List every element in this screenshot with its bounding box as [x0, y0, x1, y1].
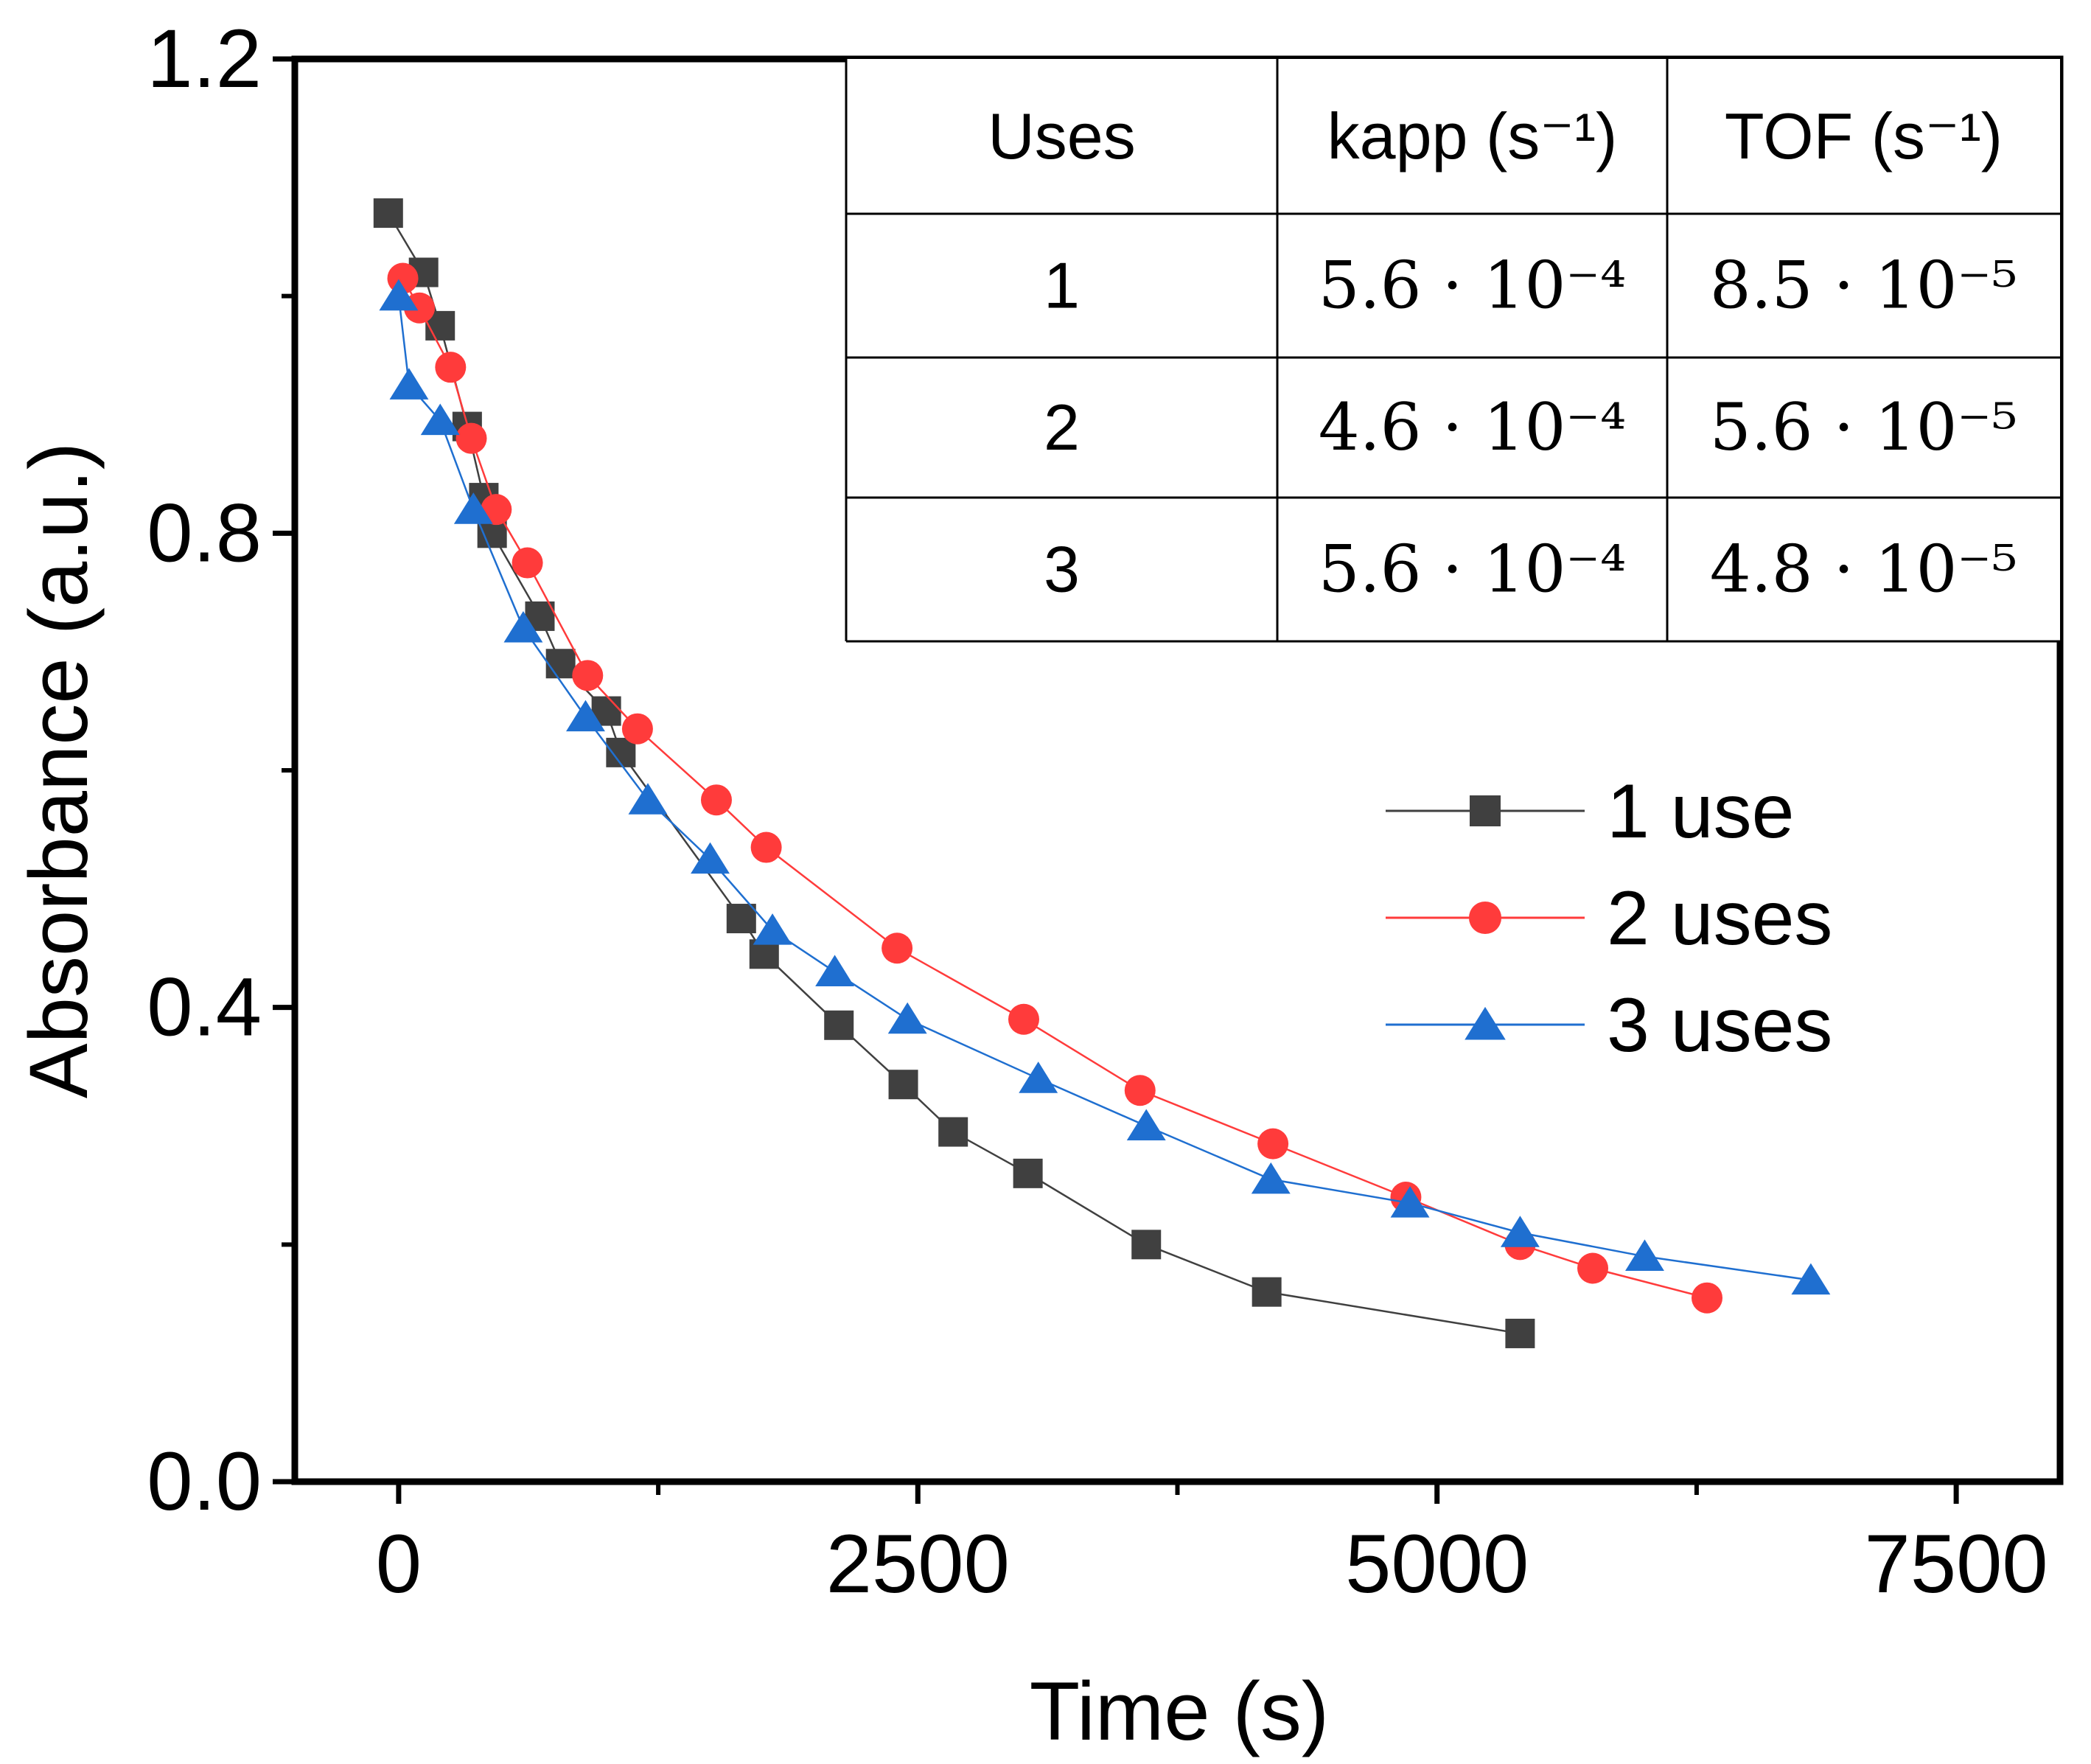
table-cell: 4.8 · 10⁻⁵ — [1710, 531, 2018, 607]
data-point — [1126, 1109, 1166, 1141]
data-point — [753, 913, 792, 945]
y-tick-label: 0.8 — [147, 487, 262, 579]
data-point — [420, 403, 460, 436]
table-cell: 8.5 · 10⁻⁵ — [1710, 248, 2018, 324]
y-tick-label: 0.4 — [147, 961, 262, 1053]
data-point — [572, 660, 604, 691]
data-point — [691, 842, 730, 874]
data-point — [503, 611, 543, 643]
x-axis-title: Time (s) — [1030, 1665, 1329, 1757]
table-background — [846, 59, 2060, 641]
data-point — [1252, 1277, 1282, 1307]
data-point — [389, 368, 429, 400]
data-point — [373, 198, 403, 229]
legend: 1 use 2 uses 3 uses — [1386, 769, 1832, 1068]
data-point — [938, 1117, 968, 1147]
table-cell: 5.6 · 10⁻⁵ — [1710, 389, 2018, 465]
data-point — [379, 279, 419, 311]
data-point — [887, 1002, 927, 1034]
data-point — [1013, 1158, 1043, 1188]
series-3 — [379, 279, 1831, 1295]
legend-label: 2 uses — [1607, 876, 1832, 961]
data-point — [1251, 1162, 1291, 1194]
x-tick-label: 7500 — [1865, 1518, 2048, 1610]
data-point — [621, 713, 653, 745]
table-cell: 3 — [1044, 533, 1080, 606]
x-tick-label: 0 — [376, 1518, 422, 1610]
data-point — [545, 649, 576, 679]
data-point — [453, 492, 493, 524]
data-point — [1625, 1239, 1664, 1271]
data-point — [700, 784, 732, 816]
data-point — [435, 352, 467, 383]
data-point — [888, 1070, 918, 1100]
legend-marker — [1470, 795, 1501, 826]
y-tick-label: 0.0 — [147, 1435, 262, 1527]
table-header-cell: Uses — [988, 100, 1136, 172]
table-cell: 1 — [1044, 249, 1080, 322]
data-point — [1257, 1128, 1289, 1160]
data-point — [1019, 1061, 1058, 1093]
data-point — [882, 932, 913, 964]
data-point — [824, 1010, 854, 1040]
axes-group: 0 2500 5000 7500 0.0 0.4 0.8 1.2 — [147, 13, 2048, 1610]
x-tick-label: 2500 — [826, 1518, 1010, 1610]
data-point — [628, 783, 668, 815]
data-point — [1577, 1252, 1609, 1284]
series-line — [397, 296, 1812, 1281]
data-point — [750, 832, 782, 863]
data-point — [1390, 1186, 1430, 1218]
data-point — [1505, 1318, 1535, 1348]
series-layer — [373, 198, 1831, 1348]
table-header-cell: TOF (s⁻¹) — [1725, 100, 2003, 172]
data-point — [1791, 1263, 1831, 1295]
table-cell: 5.6 · 10⁻⁴ — [1319, 248, 1627, 324]
inset-table: Uses kapp (s⁻¹) TOF (s⁻¹) 1 5.6 · 10⁻⁴ 8.5 · … — [845, 59, 2060, 643]
table-cell: 2 — [1044, 391, 1080, 464]
data-point — [1692, 1282, 1722, 1314]
data-point — [1131, 1230, 1162, 1260]
data-point — [1008, 1003, 1039, 1035]
legend-marker — [1465, 1006, 1506, 1040]
x-tick-label: 5000 — [1345, 1518, 1529, 1610]
data-point — [455, 422, 487, 454]
data-point — [512, 547, 543, 579]
legend-marker — [1468, 901, 1502, 935]
table-cell: 4.6 · 10⁻⁴ — [1319, 389, 1627, 465]
data-point — [1124, 1075, 1156, 1106]
y-tick-label: 1.2 — [147, 13, 262, 105]
data-point — [726, 904, 756, 934]
y-axis-title: Absorbance (a.u.) — [13, 442, 105, 1098]
table-cell: 5.6 · 10⁻⁴ — [1319, 531, 1627, 607]
legend-label: 1 use — [1607, 769, 1794, 854]
data-point — [815, 955, 855, 986]
table-header-cell: kapp (s⁻¹) — [1327, 100, 1618, 172]
legend-label: 3 uses — [1607, 983, 1832, 1068]
data-point — [1500, 1216, 1540, 1247]
data-point — [566, 700, 605, 732]
